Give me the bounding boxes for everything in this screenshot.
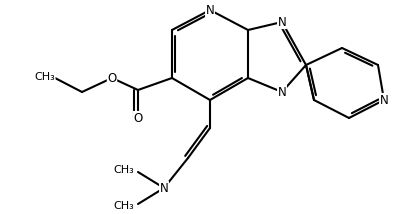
Text: O: O bbox=[133, 111, 142, 125]
Text: CH₃: CH₃ bbox=[113, 201, 134, 211]
Text: N: N bbox=[277, 86, 286, 98]
Text: CH₃: CH₃ bbox=[34, 72, 55, 82]
Text: N: N bbox=[277, 15, 286, 28]
Text: N: N bbox=[159, 181, 168, 195]
Text: N: N bbox=[205, 3, 214, 16]
Text: O: O bbox=[107, 71, 116, 85]
Text: N: N bbox=[379, 94, 387, 107]
Text: CH₃: CH₃ bbox=[113, 165, 134, 175]
